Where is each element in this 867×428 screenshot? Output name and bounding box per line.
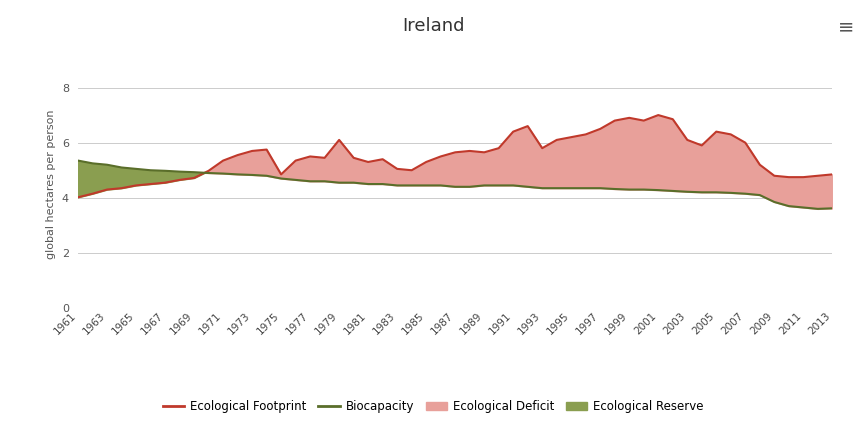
- Text: Ireland: Ireland: [402, 17, 465, 35]
- Legend: Ecological Footprint, Biocapacity, Ecological Deficit, Ecological Reserve: Ecological Footprint, Biocapacity, Ecolo…: [159, 395, 708, 418]
- Y-axis label: global hectares per person: global hectares per person: [46, 109, 56, 259]
- Text: ≡: ≡: [838, 17, 854, 36]
